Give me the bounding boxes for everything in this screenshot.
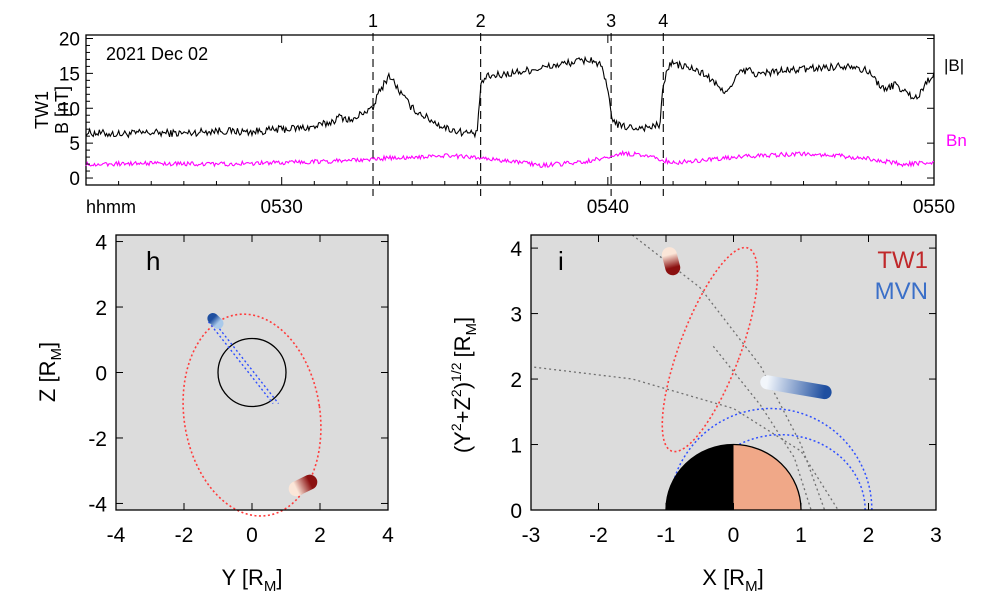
event-marker-label-2: 2 (476, 11, 486, 31)
panel-h-y-axis-label: Z [RM] (35, 342, 65, 402)
y-tick-label: 5 (69, 134, 80, 155)
time-series-ticks: 0 5 10 15 20 0530 0540 0550 (59, 29, 955, 218)
y-tick-label: 0 (95, 363, 107, 386)
x-tick-label: 0530 (261, 197, 303, 218)
legend-bmag: |B| (944, 56, 964, 75)
panel-i-clipped (531, 235, 873, 510)
panel-h: -4 -2 0 2 4 -4 -2 0 2 4 h Y [RM] Z [RM] (35, 232, 394, 595)
time-series-lines (85, 55, 935, 169)
x-tick-label: 0550 (913, 197, 955, 218)
x-tick-label: -1 (657, 524, 676, 547)
x-tick-label: 1 (795, 524, 807, 547)
y-tick-label: 15 (59, 64, 80, 85)
y-tick-label: 4 (510, 238, 522, 261)
y-tick-label: 0 (510, 500, 522, 523)
mvn-track (207, 321, 274, 405)
y-tick-label: -4 (88, 493, 107, 516)
series-bmag-line (85, 55, 935, 139)
panel-i-ticks: -3 -2 -1 0 1 2 3 0 1 2 3 4 (510, 235, 942, 547)
y-tick-label: 20 (59, 29, 80, 50)
y-tick-label: 10 (59, 99, 80, 120)
mvn-track (213, 321, 280, 405)
x-tick-label: -2 (175, 524, 194, 547)
legend-bn: Bn (946, 131, 967, 150)
x-tick-label: -4 (107, 524, 126, 547)
x-tick-label: 3 (930, 524, 942, 547)
event-marker-label-4: 4 (658, 11, 668, 31)
panel-h-ticks: -4 -2 0 2 4 -4 -2 0 2 4 (88, 232, 394, 547)
tw1-orbit (661, 246, 759, 453)
x-tick-label: 4 (382, 524, 394, 547)
legend-mvn: MVN (875, 278, 928, 305)
panel-i-label: i (558, 246, 564, 276)
panel-h-content (182, 312, 322, 517)
mvn-orbit (668, 407, 873, 510)
event-marker-label-1: 1 (368, 11, 378, 31)
mvn-position-marker (760, 375, 832, 400)
time-series-panel: 1 2 3 4 0 5 10 15 20 0530 0540 0550 2021 Dec 02 TW… (32, 11, 967, 218)
x-tick-label: 2 (863, 524, 875, 547)
date-label: 2021 Dec 02 (106, 44, 208, 64)
panel-h-background (116, 235, 388, 510)
panel-h-label: h (146, 246, 160, 276)
y-tick-label: 0 (69, 169, 80, 190)
tw1-position-marker (661, 247, 681, 276)
event-markers: 1 2 3 4 (368, 11, 668, 196)
x-tick-label: -3 (522, 524, 541, 547)
series-bn-line (85, 149, 935, 169)
boundary-guide-line (712, 345, 812, 510)
panel-i-content (531, 235, 873, 510)
panel-i: -3 -2 -1 0 1 2 3 0 1 2 3 4 i TW1 MVN X [RM] (Y2+Z2)… (448, 234, 942, 595)
x-tick-label: 0 (728, 524, 740, 547)
y-tick-label: 4 (95, 232, 107, 255)
y-axis-label-line2: B [nT] (52, 86, 72, 134)
y-tick-label: 3 (510, 304, 522, 327)
x-tick-label: -2 (589, 524, 608, 547)
x-tick-label: 0540 (587, 197, 629, 218)
y-tick-label: 1 (510, 435, 522, 458)
mvn-position-marker (207, 312, 224, 329)
tw1-orbit (182, 313, 322, 517)
panel-h-x-axis-label: Y [RM] (221, 565, 282, 595)
x-axis-label: hhmm (86, 197, 136, 217)
tw1-position-marker (288, 474, 318, 497)
legend-tw1: TW1 (877, 247, 928, 274)
y-tick-label: -2 (88, 428, 107, 451)
x-tick-label: 0 (246, 524, 258, 547)
mars-nightside-fill (666, 444, 734, 510)
x-tick-label: 2 (314, 524, 326, 547)
y-tick-label: 2 (95, 297, 107, 320)
mars-outline (217, 337, 287, 408)
mars-dayside (733, 444, 801, 510)
y-tick-label: 2 (510, 369, 522, 392)
panel-i-x-axis-label: X [RM] (702, 565, 763, 595)
time-series-frame (85, 34, 935, 186)
y-axis-label-line1: TW1 (32, 91, 52, 129)
event-marker-label-3: 3 (606, 11, 616, 31)
panel-i-y-axis-label: (Y2+Z2)1/2[RM] (448, 317, 480, 453)
